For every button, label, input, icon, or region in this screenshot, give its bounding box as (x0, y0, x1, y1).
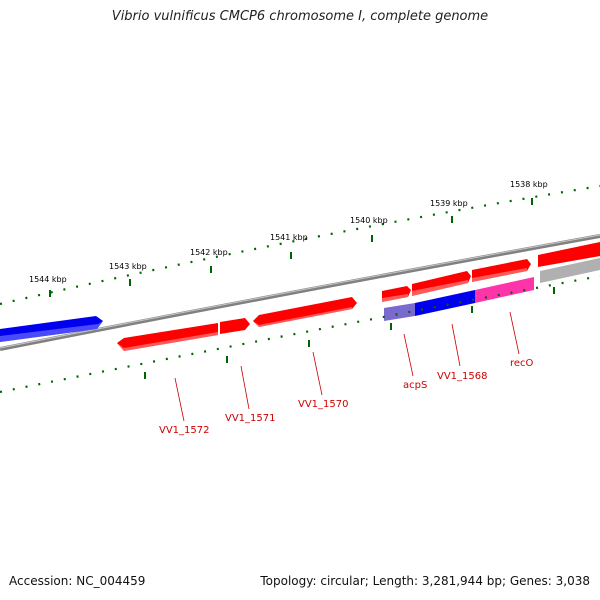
chromosome-backbone (0, 234, 600, 351)
kbp-label-1540: 1540 kbp (350, 216, 388, 225)
kbp-label-1538: 1538 kbp (510, 180, 548, 189)
reverse-strand-features (117, 258, 600, 351)
kbp-label-1541: 1541 kbp (270, 233, 308, 242)
gene-label-vv1-1570[interactable]: VV1_1570 (298, 399, 349, 410)
leader-line (240, 365, 250, 410)
gene-label-vv1-1568[interactable]: VV1_1568 (437, 371, 488, 382)
gene-arrow-red-4[interactable] (538, 242, 600, 267)
kbp-label-1544: 1544 kbp (29, 275, 67, 284)
kbp-label-1539: 1539 kbp (430, 199, 468, 208)
outer-tick-ring: 1544 kbp 1543 kbp 1542 kbp 1541 kbp 1540… (0, 180, 600, 306)
gene-shadow (117, 332, 218, 351)
leader-line (312, 351, 323, 396)
gene-labels: VV1_1572 VV1_1571 VV1_1570 acpS VV1_1568… (159, 311, 534, 436)
inner-tick-ring (0, 274, 600, 394)
kbp-labels: 1544 kbp 1543 kbp 1542 kbp 1541 kbp 1540… (29, 180, 548, 284)
gene-block-acps[interactable] (384, 303, 415, 321)
leader-line (174, 377, 185, 422)
gene-label-reco[interactable]: recO (510, 358, 534, 369)
gene-arrow-vv1-1571[interactable] (220, 318, 250, 334)
kbp-label-1542: 1542 kbp (190, 248, 228, 257)
forward-strand-features (0, 242, 600, 342)
gene-shadow (253, 307, 352, 327)
map-title: Vibrio vulnificus CMCP6 chromosome I, co… (111, 9, 489, 24)
gene-shadow (412, 280, 468, 296)
gene-label-vv1-1571[interactable]: VV1_1571 (225, 413, 276, 424)
outer-major-ticks (49, 198, 533, 297)
gene-shadow (382, 294, 408, 302)
gene-label-acps[interactable]: acpS (403, 380, 427, 391)
gene-arrow-vv1-1572[interactable] (117, 323, 218, 351)
gene-label-vv1-1572[interactable]: VV1_1572 (159, 425, 210, 436)
feature-block-grey[interactable] (540, 258, 600, 283)
gene-block-vv1-1568[interactable] (415, 290, 475, 316)
inner-major-ticks (144, 287, 555, 379)
backbone-highlight (0, 234, 600, 349)
gene-block-reco[interactable] (475, 277, 534, 303)
accession-text: Accession: NC_004459 (9, 574, 146, 588)
gene-shadow (472, 268, 527, 282)
gene-arrow-vv1-1570[interactable] (253, 297, 357, 327)
genome-summary-text: Topology: circular; Length: 3,281,944 bp… (260, 574, 590, 588)
leader-line (403, 333, 414, 377)
leader-line (451, 323, 461, 367)
kbp-label-1543: 1543 kbp (109, 262, 147, 271)
gene-arrow-shadow (0, 321, 103, 342)
leader-line (509, 311, 520, 355)
backbone-line (0, 234, 600, 351)
